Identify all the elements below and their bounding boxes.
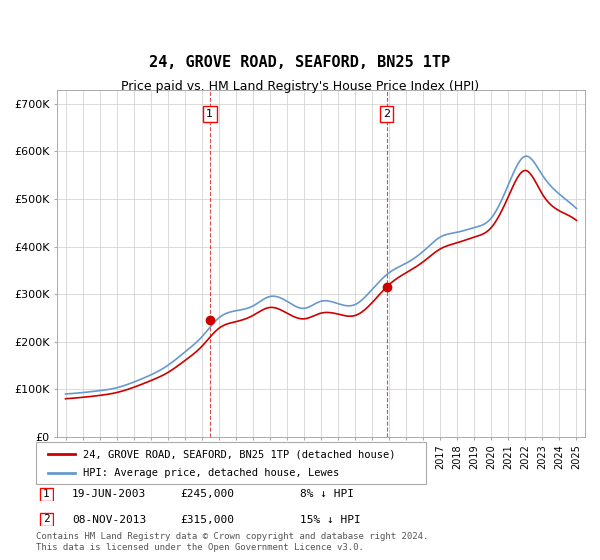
Text: 19-JUN-2003: 19-JUN-2003 bbox=[72, 489, 146, 500]
Text: 08-NOV-2013: 08-NOV-2013 bbox=[72, 515, 146, 525]
Text: £315,000: £315,000 bbox=[180, 515, 234, 525]
Text: 24, GROVE ROAD, SEAFORD, BN25 1TP: 24, GROVE ROAD, SEAFORD, BN25 1TP bbox=[149, 55, 451, 70]
Text: 1: 1 bbox=[43, 489, 50, 499]
Text: 15% ↓ HPI: 15% ↓ HPI bbox=[300, 515, 361, 525]
Text: 8% ↓ HPI: 8% ↓ HPI bbox=[300, 489, 354, 500]
Text: £245,000: £245,000 bbox=[180, 489, 234, 500]
Text: 24, GROVE ROAD, SEAFORD, BN25 1TP (detached house): 24, GROVE ROAD, SEAFORD, BN25 1TP (detac… bbox=[83, 449, 395, 459]
FancyBboxPatch shape bbox=[40, 488, 53, 501]
Text: 1: 1 bbox=[206, 109, 213, 119]
FancyBboxPatch shape bbox=[36, 442, 426, 484]
Text: 2: 2 bbox=[383, 109, 390, 119]
Text: HPI: Average price, detached house, Lewes: HPI: Average price, detached house, Lewe… bbox=[83, 468, 339, 478]
Text: Contains HM Land Registry data © Crown copyright and database right 2024.
This d: Contains HM Land Registry data © Crown c… bbox=[36, 532, 428, 552]
FancyBboxPatch shape bbox=[40, 513, 53, 526]
Text: 2: 2 bbox=[43, 515, 50, 524]
Text: Price paid vs. HM Land Registry's House Price Index (HPI): Price paid vs. HM Land Registry's House … bbox=[121, 80, 479, 92]
